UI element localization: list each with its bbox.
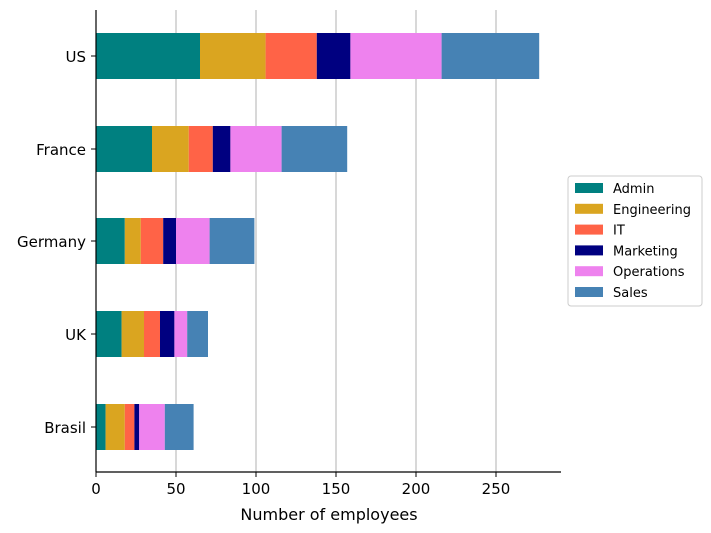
legend-label-admin: Admin xyxy=(613,182,654,197)
bar-germany-admin xyxy=(96,218,125,264)
x-tick-label-0: 0 xyxy=(91,480,101,498)
bar-us-admin xyxy=(96,33,200,79)
bar-brasil-sales xyxy=(164,404,194,450)
legend-label-operations: Operations xyxy=(613,265,685,280)
x-axis-title: Number of employees xyxy=(240,505,417,524)
bars xyxy=(96,33,540,450)
bar-france-marketing xyxy=(212,126,231,172)
legend: Admin Engineering IT Marketing Operations Sal… xyxy=(567,175,703,307)
y-tick-label-france: France xyxy=(36,141,86,159)
legend-swatch-admin xyxy=(575,183,603,193)
bar-germany-engineering xyxy=(124,218,141,264)
legend-swatch-it xyxy=(575,224,603,235)
bar-brasil-engineering xyxy=(105,404,125,450)
bar-germany-operations xyxy=(176,218,210,264)
x-tick-label-50: 50 xyxy=(166,480,185,498)
x-tick-label-150: 150 xyxy=(322,480,351,498)
y-tick-label-us: US xyxy=(65,48,86,66)
bar-brasil-it xyxy=(124,404,135,450)
x-tick-label-250: 250 xyxy=(482,480,511,498)
y-tick-label-germany: Germany xyxy=(17,233,86,251)
legend-label-marketing: Marketing xyxy=(613,244,678,259)
bar-france-admin xyxy=(96,126,152,172)
grid-lines xyxy=(175,10,497,472)
bar-brasil-admin xyxy=(96,404,106,450)
y-tick-label-brasil: Brasil xyxy=(44,419,86,437)
bar-uk-engineering xyxy=(121,311,144,357)
legend-label-engineering: Engineering xyxy=(613,203,691,218)
bar-germany-marketing xyxy=(163,218,176,264)
legend-label-it: IT xyxy=(613,224,625,239)
bar-uk-it xyxy=(144,311,160,357)
legend-swatch-engineering xyxy=(575,203,603,214)
legend-swatch-sales xyxy=(575,287,603,297)
legend-label-sales: Sales xyxy=(613,286,648,301)
axes: 0 50 100 150 200 250 US France Germany UK Brasil xyxy=(17,10,561,498)
bar-france-operations xyxy=(230,126,282,172)
bar-us-engineering xyxy=(200,33,266,79)
bar-france-engineering xyxy=(152,126,189,172)
bar-uk-marketing xyxy=(160,311,175,357)
bar-us-marketing xyxy=(316,33,351,79)
x-tick-label-200: 200 xyxy=(402,480,431,498)
bar-germany-sales xyxy=(209,218,255,264)
bar-germany-it xyxy=(140,218,164,264)
x-tick-label-100: 100 xyxy=(242,480,271,498)
legend-swatch-operations xyxy=(575,266,603,277)
bar-uk-admin xyxy=(96,311,122,357)
bar-us-it xyxy=(265,33,317,79)
bar-france-sales xyxy=(281,126,348,172)
y-tick-label-uk: UK xyxy=(65,326,87,344)
bar-brasil-operations xyxy=(139,404,165,450)
legend-swatch-marketing xyxy=(575,245,603,256)
bar-uk-sales xyxy=(187,311,208,357)
bar-brasil-marketing xyxy=(134,404,140,450)
bar-us-sales xyxy=(441,33,540,79)
bar-uk-operations xyxy=(174,311,188,357)
bar-france-it xyxy=(188,126,213,172)
bar-us-operations xyxy=(350,33,442,79)
